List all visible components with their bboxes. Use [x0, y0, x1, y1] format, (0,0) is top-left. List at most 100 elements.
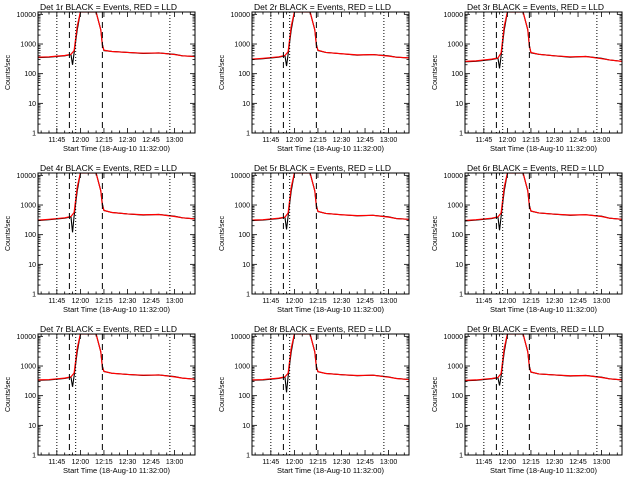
- y-tick-label: 10: [455, 101, 463, 108]
- x-axis-label: Start Time (18-Aug-10 11:32:00): [63, 144, 171, 153]
- y-tick-label: 10000: [444, 173, 464, 180]
- series-line: [38, 173, 195, 221]
- x-tick-label: 12:30: [546, 137, 564, 144]
- x-axis-label: Start Time (18-Aug-10 11:32:00): [490, 466, 598, 475]
- x-axis-label: Start Time (18-Aug-10 11:32:00): [490, 305, 598, 314]
- series-line: [252, 173, 409, 230]
- x-tick-label: 12:15: [309, 137, 327, 144]
- chart-panel: 1 10 100 1000 10000 11:45 12:00 12:15 12:30 12:45…: [5, 324, 196, 475]
- panel-title: Det 2r BLACK = Events, RED = LLD: [254, 2, 391, 12]
- x-tick-label: 12:45: [142, 298, 160, 305]
- series-line: [252, 12, 409, 60]
- x-tick-label: 12:15: [95, 459, 113, 466]
- plot-frame: [251, 172, 410, 295]
- y-tick-label: 10: [28, 101, 36, 108]
- x-axis-label: Start Time (18-Aug-10 11:32:00): [490, 144, 598, 153]
- x-tick-label: 12:15: [95, 137, 113, 144]
- x-tick-label: 12:45: [569, 298, 587, 305]
- y-tick-label: 10: [242, 423, 250, 430]
- panel-title: Det 3r BLACK = Events, RED = LLD: [467, 2, 604, 12]
- x-tick-label: 12:00: [286, 298, 304, 305]
- y-axis-label: Counts/sec: [5, 215, 12, 251]
- y-tick-label: 100: [451, 71, 463, 78]
- panel-title: Det 7r BLACK = Events, RED = LLD: [40, 324, 177, 334]
- x-tick-label: 11:45: [262, 459, 279, 466]
- y-tick-label: 1: [246, 292, 250, 299]
- y-tick-label: 10000: [17, 173, 37, 180]
- panel-title: Det 5r BLACK = Events, RED = LLD: [254, 163, 391, 173]
- x-axis-label: Start Time (18-Aug-10 11:32:00): [277, 466, 385, 475]
- plot-frame: [251, 11, 410, 134]
- x-tick-label: 12:30: [333, 137, 351, 144]
- y-tick-label: 100: [238, 232, 250, 239]
- y-axis-label: Counts/sec: [432, 215, 439, 251]
- x-tick-label: 11:45: [48, 459, 65, 466]
- y-tick-label: 1: [246, 131, 250, 138]
- x-axis-label: Start Time (18-Aug-10 11:32:00): [63, 466, 171, 475]
- x-tick-label: 12:15: [522, 459, 540, 466]
- x-tick-label: 12:00: [499, 137, 517, 144]
- x-tick-label: 12:00: [286, 137, 304, 144]
- y-tick-label: 1000: [20, 364, 36, 371]
- y-tick-label: 10000: [231, 12, 251, 19]
- x-tick-label: 12:30: [119, 137, 137, 144]
- chart-panel: 1 10 100 1000 10000 11:45 12:00 12:15 12:30 12:45…: [432, 324, 623, 475]
- y-axis-label: Counts/sec: [5, 376, 12, 412]
- x-tick-label: 12:15: [95, 298, 113, 305]
- series-line: [465, 334, 622, 386]
- x-tick-label: 12:15: [309, 459, 327, 466]
- x-tick-label: 13:00: [166, 459, 184, 466]
- y-tick-label: 10000: [231, 334, 251, 341]
- x-tick-label: 12:00: [286, 459, 304, 466]
- x-tick-label: 11:45: [262, 298, 279, 305]
- x-tick-label: 12:00: [72, 137, 90, 144]
- chart-panel: 1 10 100 1000 10000 11:45 12:00 12:15 12:30 12:45…: [5, 163, 196, 314]
- y-tick-label: 10000: [444, 334, 464, 341]
- series-line: [252, 334, 409, 381]
- y-tick-label: 1: [246, 453, 250, 460]
- y-tick-label: 100: [238, 71, 250, 78]
- x-tick-label: 13:00: [166, 137, 184, 144]
- series-line: [465, 173, 622, 231]
- y-axis-label: Counts/sec: [432, 54, 439, 90]
- y-tick-label: 100: [451, 393, 463, 400]
- x-tick-label: 12:45: [142, 137, 160, 144]
- y-tick-label: 1: [459, 131, 463, 138]
- plot-frame: [37, 172, 196, 295]
- y-tick-label: 10: [242, 101, 250, 108]
- y-axis-label: Counts/sec: [432, 376, 439, 412]
- y-tick-label: 100: [24, 71, 36, 78]
- y-tick-label: 100: [451, 232, 463, 239]
- y-tick-label: 1000: [20, 203, 36, 210]
- plot-frame: [37, 11, 196, 134]
- x-tick-label: 12:45: [356, 459, 374, 466]
- panel-title: Det 8r BLACK = Events, RED = LLD: [254, 324, 391, 334]
- x-axis-label: Start Time (18-Aug-10 11:32:00): [277, 305, 385, 314]
- x-tick-label: 12:45: [569, 459, 587, 466]
- chart-panel: 1 10 100 1000 10000 11:45 12:00 12:15 12:30 12:45…: [5, 2, 196, 153]
- x-tick-label: 12:00: [72, 459, 90, 466]
- y-tick-label: 10: [242, 262, 250, 269]
- y-axis-label: Counts/sec: [5, 54, 12, 90]
- y-axis-label: Counts/sec: [219, 54, 226, 90]
- panel-title: Det 9r BLACK = Events, RED = LLD: [467, 324, 604, 334]
- x-tick-label: 12:30: [333, 298, 351, 305]
- series-line: [465, 334, 622, 381]
- x-tick-label: 12:45: [356, 298, 374, 305]
- x-tick-label: 13:00: [593, 137, 611, 144]
- x-tick-label: 13:00: [380, 298, 398, 305]
- y-tick-label: 10000: [17, 334, 37, 341]
- plot-frame: [251, 333, 410, 456]
- x-tick-label: 11:45: [475, 459, 492, 466]
- chart-panel: 1 10 100 1000 10000 11:45 12:00 12:15 12:30 12:45…: [432, 163, 623, 314]
- x-tick-label: 12:00: [72, 298, 90, 305]
- x-tick-label: 11:45: [262, 137, 279, 144]
- x-tick-label: 12:30: [119, 298, 137, 305]
- x-tick-label: 12:15: [309, 298, 327, 305]
- y-tick-label: 10000: [231, 173, 251, 180]
- x-tick-label: 12:45: [569, 137, 587, 144]
- x-tick-label: 11:45: [475, 298, 492, 305]
- chart-panel: 1 10 100 1000 10000 11:45 12:00 12:15 12:30 12:45…: [219, 324, 410, 475]
- series-line: [38, 12, 195, 65]
